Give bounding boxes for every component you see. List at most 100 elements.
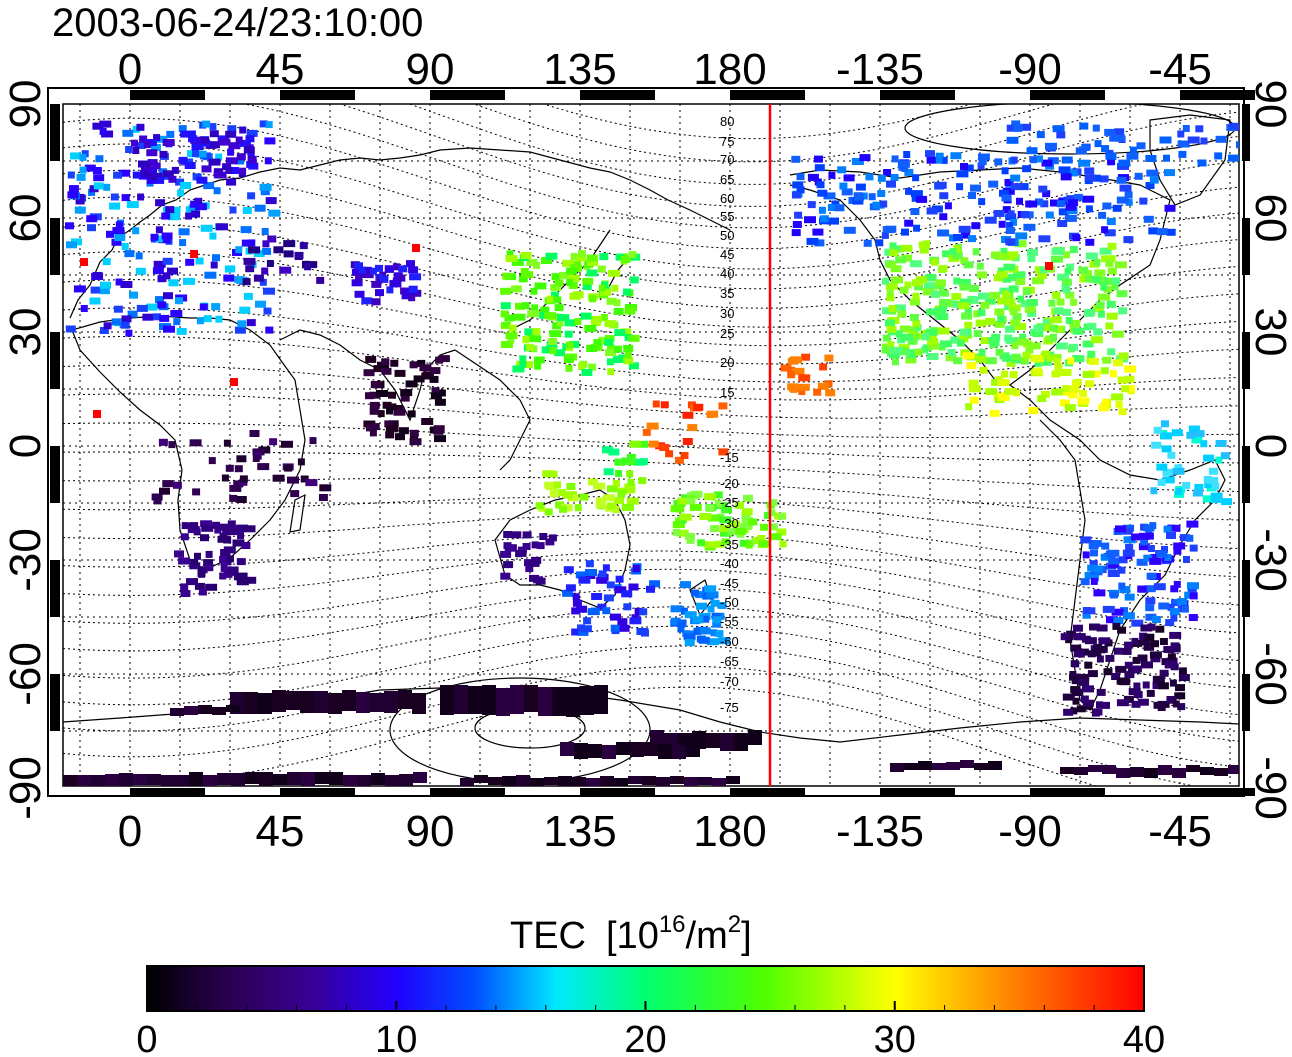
tec-cell bbox=[572, 593, 580, 601]
tec-cell bbox=[979, 366, 988, 374]
tec-cell bbox=[194, 197, 203, 205]
contour-line bbox=[63, 550, 1239, 634]
tec-cell bbox=[115, 221, 123, 229]
tec-cell bbox=[569, 340, 580, 348]
tec-cell bbox=[886, 289, 894, 297]
tec-cell bbox=[559, 505, 567, 513]
tec-cell bbox=[595, 501, 606, 509]
tec-cell bbox=[215, 315, 223, 323]
tec-cell bbox=[1065, 203, 1077, 211]
tec-cell bbox=[168, 175, 177, 183]
tec-cell bbox=[178, 156, 188, 164]
tec-cell bbox=[907, 337, 918, 345]
x-tick-label-top: 180 bbox=[693, 45, 766, 94]
tec-cell bbox=[1143, 524, 1155, 532]
tec-cell bbox=[697, 539, 706, 547]
tec-cell bbox=[704, 493, 717, 501]
tec-cell bbox=[127, 310, 138, 318]
tec-cell bbox=[143, 141, 151, 148]
tec-cell bbox=[120, 281, 133, 288]
tec-cell bbox=[1087, 322, 1097, 330]
tec-cell bbox=[563, 566, 574, 574]
tec-cell bbox=[148, 166, 157, 174]
tec-cell bbox=[889, 242, 897, 250]
tec-cell bbox=[739, 523, 752, 531]
tec-cell bbox=[965, 403, 973, 411]
tec-cell bbox=[400, 389, 413, 397]
tec-cell bbox=[103, 183, 111, 191]
tec-cell bbox=[1111, 393, 1124, 401]
tec-cell bbox=[372, 423, 380, 431]
tec-cell bbox=[185, 212, 193, 220]
tec-cell bbox=[1070, 660, 1078, 668]
tec-cell bbox=[1122, 612, 1135, 620]
tec-cell bbox=[1229, 122, 1239, 130]
tec-cell bbox=[1228, 765, 1239, 774]
tec-cell bbox=[194, 552, 201, 560]
contour-label: -75 bbox=[720, 700, 739, 715]
contour-line bbox=[63, 335, 1239, 401]
tec-cell bbox=[1038, 185, 1048, 193]
tec-cell bbox=[548, 534, 557, 542]
tec-cell bbox=[500, 550, 512, 558]
tec-cell bbox=[70, 152, 81, 160]
tec-cell bbox=[354, 290, 365, 298]
tec-cell bbox=[1084, 661, 1093, 669]
tec-cell bbox=[161, 775, 175, 786]
tec-cell bbox=[1200, 440, 1208, 448]
tec-cell bbox=[624, 307, 636, 315]
tec-cell bbox=[595, 497, 605, 505]
tec-cell bbox=[1007, 210, 1015, 218]
tec-cell bbox=[121, 242, 129, 250]
tec-cell bbox=[814, 155, 823, 163]
tec-cell bbox=[1002, 206, 1011, 214]
tec-cell bbox=[248, 246, 261, 254]
tec-cell bbox=[1173, 580, 1181, 588]
tec-cell bbox=[948, 300, 958, 308]
y-tick-label-right: 0 bbox=[1246, 434, 1292, 458]
tec-cell bbox=[926, 207, 938, 215]
tec-cell bbox=[220, 564, 228, 572]
y-tick-label-right: -30 bbox=[1246, 528, 1292, 592]
tec-cell bbox=[889, 249, 899, 257]
tec-cell bbox=[639, 458, 648, 466]
tec-cell bbox=[921, 333, 930, 341]
tec-cell bbox=[553, 296, 562, 304]
tec-cell bbox=[969, 396, 979, 404]
tec-cell bbox=[531, 304, 539, 312]
tec-cell bbox=[239, 475, 248, 483]
tec-cell bbox=[1173, 645, 1181, 653]
tec-cell bbox=[363, 369, 375, 377]
tec-cell bbox=[1116, 699, 1129, 707]
tec-cell bbox=[1088, 765, 1102, 772]
tec-cell bbox=[260, 188, 270, 196]
tec-cell bbox=[297, 458, 305, 466]
contour-label: -15 bbox=[720, 450, 739, 465]
tec-cell bbox=[699, 627, 711, 635]
tec-cell bbox=[888, 305, 897, 312]
contour-line bbox=[63, 532, 1239, 606]
tec-cell bbox=[964, 321, 973, 329]
tec-cell bbox=[997, 315, 1005, 323]
tec-cell bbox=[617, 624, 630, 632]
contour-labels: 8075706560555045403530252015-15-20-25-30… bbox=[720, 114, 739, 715]
tec-cell bbox=[735, 527, 747, 535]
tec-cell bbox=[1054, 358, 1062, 366]
contour-line bbox=[63, 686, 1098, 786]
tec-cell bbox=[961, 312, 973, 320]
tec-cell bbox=[1079, 122, 1089, 130]
tec-cell bbox=[1120, 607, 1128, 615]
tec-cell bbox=[1013, 389, 1021, 397]
tec-cell bbox=[1100, 553, 1109, 561]
tec-cell bbox=[1109, 134, 1119, 142]
tec-cell bbox=[642, 428, 651, 436]
tec-cell bbox=[970, 296, 979, 304]
tec-cell bbox=[175, 775, 189, 786]
tec-cell bbox=[1107, 267, 1117, 275]
tec-cell bbox=[704, 541, 717, 549]
tec-cell bbox=[1140, 538, 1149, 546]
tec-cell bbox=[301, 772, 315, 786]
tec-cell bbox=[1137, 654, 1148, 662]
tec-cell bbox=[239, 306, 251, 314]
